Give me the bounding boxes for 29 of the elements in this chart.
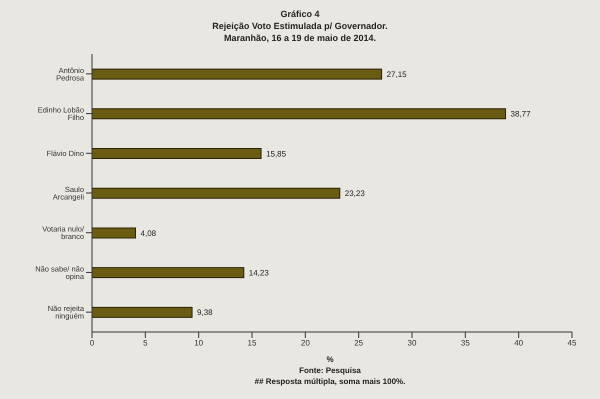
x-tick-label: 25 (354, 338, 364, 348)
bar (92, 68, 382, 80)
source-note: Fonte: Pesquisa (298, 365, 362, 376)
x-tick-label: 10 (194, 338, 204, 348)
x-tick-label: 40 (514, 338, 524, 348)
x-tick-label: 35 (460, 338, 470, 348)
x-tick-label: 30 (408, 338, 417, 348)
x-tick-label: 20 (300, 338, 310, 348)
bar (92, 306, 193, 318)
x-tick-label: 0 (90, 338, 95, 348)
x-tick-label: 15 (248, 338, 257, 348)
bar (92, 227, 136, 238)
text: ## Resposta múltipla, soma mais 100%. (254, 376, 406, 387)
data-label: 15,85 (266, 149, 287, 158)
data-label: 4,08 (140, 228, 157, 238)
data-label: 23,23 (344, 189, 366, 198)
data-label: 38,77 (510, 110, 532, 119)
x-axis-title: % (325, 354, 335, 365)
bar (92, 108, 506, 120)
chart-subtitle: Rejeição Voto Estimulada p/ Governador. Maranhão, 16 a 19 de maio de 2014. (211, 20, 389, 44)
bar (92, 267, 244, 278)
bar (92, 148, 262, 160)
data-label: 27,15 (386, 70, 408, 79)
x-tick-label: 5 (143, 338, 148, 348)
x-tick-label: 45 (568, 338, 577, 348)
data-label: 9,38 (197, 308, 214, 318)
bar (92, 188, 340, 199)
chart-title: Gráfico 4 (279, 8, 320, 20)
data-label: 14,23 (248, 268, 270, 278)
